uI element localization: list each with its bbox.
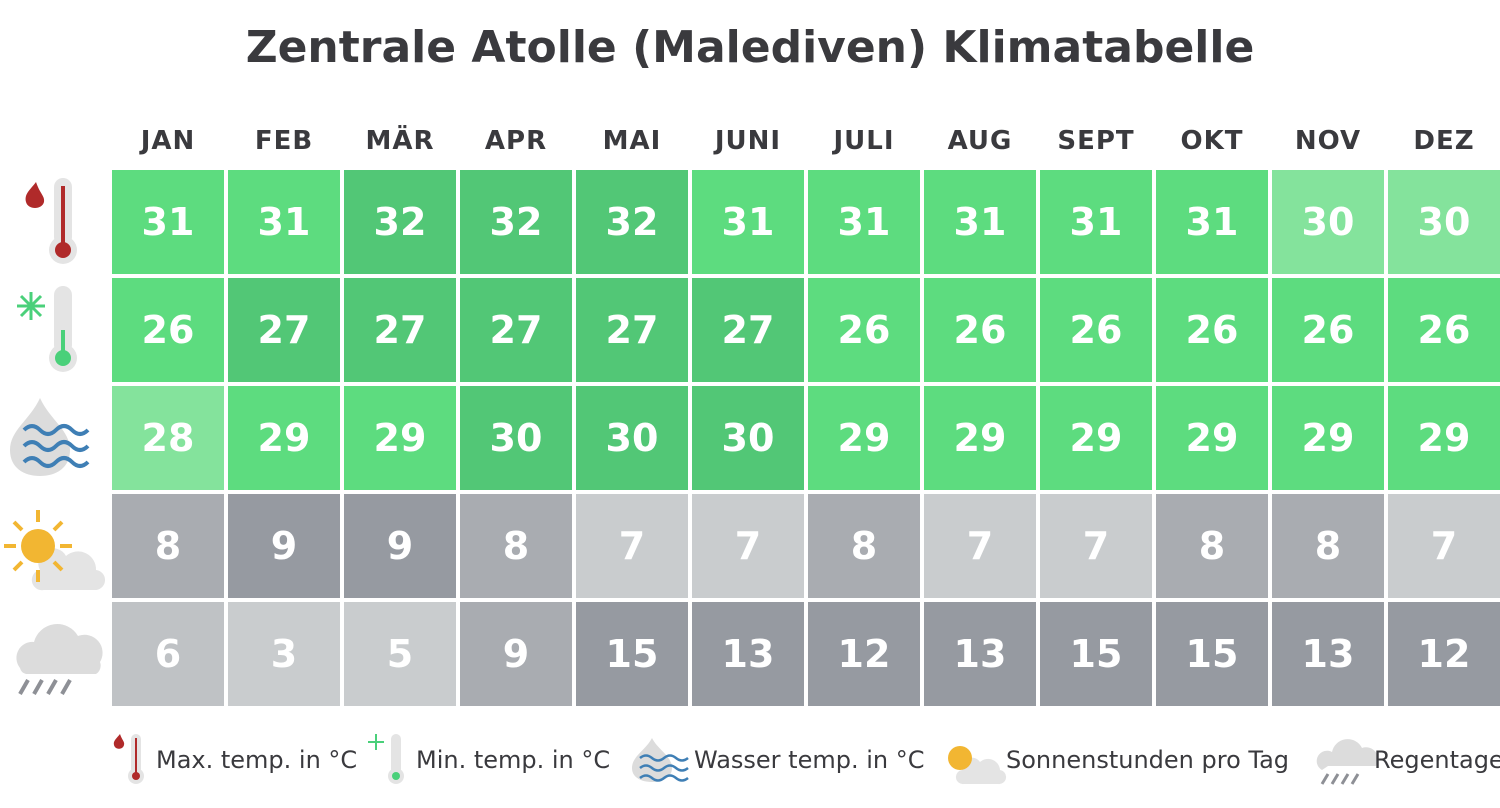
table-cell: 9	[344, 494, 456, 598]
table-cell: 7	[576, 494, 688, 598]
table-cell: 28	[112, 386, 224, 490]
table-cell: 27	[576, 278, 688, 382]
table-cell: 8	[460, 494, 572, 598]
table-cell: 31	[1156, 170, 1268, 274]
table-cell: 7	[1040, 494, 1152, 598]
table-cell: 26	[1156, 278, 1268, 382]
table-cell: 27	[460, 278, 572, 382]
column-header: FEB	[254, 126, 314, 156]
table-cell: 26	[924, 278, 1036, 382]
table-cell: 26	[1272, 278, 1384, 382]
table-cell: 29	[924, 386, 1036, 490]
table-cell: 12	[1388, 602, 1500, 706]
table-cell: 32	[460, 170, 572, 274]
column-header: APR	[484, 126, 548, 156]
table-cell: 13	[692, 602, 804, 706]
column-header: SEPT	[1057, 126, 1135, 156]
table-cell: 8	[1272, 494, 1384, 598]
max-temp-icon	[25, 178, 77, 264]
table-cell: 30	[1388, 170, 1500, 274]
table-cell: 7	[1388, 494, 1500, 598]
sun-icon	[4, 510, 106, 591]
table-cell: 31	[808, 170, 920, 274]
table-cell: 3	[228, 602, 340, 706]
table-cell: 15	[576, 602, 688, 706]
legend-label: Wasser temp. in °C	[694, 746, 925, 774]
table-cell: 27	[228, 278, 340, 382]
table-cell: 15	[1040, 602, 1152, 706]
table-cell: 26	[112, 278, 224, 382]
table-cell: 31	[112, 170, 224, 274]
legend-label: Max. temp. in °C	[156, 746, 358, 774]
table-cell: 8	[112, 494, 224, 598]
table-cell: 12	[808, 602, 920, 706]
column-header: MÄR	[365, 126, 435, 156]
table-cell: 9	[228, 494, 340, 598]
table-cell: 32	[344, 170, 456, 274]
table-cell: 6	[112, 602, 224, 706]
table-cell: 29	[1040, 386, 1152, 490]
table-cell: 30	[576, 386, 688, 490]
column-header: NOV	[1294, 126, 1362, 156]
table-cell: 29	[344, 386, 456, 490]
legend-label: Sonnenstunden pro Tag	[1006, 746, 1290, 774]
table-cell: 5	[344, 602, 456, 706]
table-cell: 26	[1040, 278, 1152, 382]
water-temp-icon	[10, 398, 90, 476]
table-cell: 32	[576, 170, 688, 274]
table-cell: 31	[1040, 170, 1152, 274]
title: Zentrale Atolle (Malediven) Klimatabelle	[245, 22, 1255, 73]
table-cell: 8	[808, 494, 920, 598]
table-cell: 29	[808, 386, 920, 490]
column-header: OKT	[1180, 126, 1244, 156]
table-cell: 31	[692, 170, 804, 274]
table-cell: 27	[692, 278, 804, 382]
table-cell: 27	[344, 278, 456, 382]
table-cell: 31	[228, 170, 340, 274]
table-cell: 7	[924, 494, 1036, 598]
table-cell: 8	[1156, 494, 1268, 598]
table-cell: 31	[924, 170, 1036, 274]
column-header: JULI	[833, 126, 895, 156]
table-cell: 30	[692, 386, 804, 490]
table-cell: 7	[692, 494, 804, 598]
min-temp-icon	[17, 286, 77, 372]
table-cell: 29	[1388, 386, 1500, 490]
table-cell: 30	[1272, 170, 1384, 274]
legend-label: Regentage	[1374, 746, 1500, 774]
table-cell: 15	[1156, 602, 1268, 706]
legend-label: Min. temp. in °C	[416, 746, 611, 774]
column-header: DEZ	[1413, 126, 1475, 156]
rain-icon	[16, 624, 103, 695]
legend-icons	[113, 734, 1379, 785]
column-header: JAN	[140, 126, 196, 156]
table-cell: 13	[924, 602, 1036, 706]
table-cell: 26	[808, 278, 920, 382]
column-header: AUG	[947, 126, 1013, 156]
table-cell: 26	[1388, 278, 1500, 382]
column-header: JUNI	[714, 126, 782, 156]
table-cell: 9	[460, 602, 572, 706]
table-cell: 13	[1272, 602, 1384, 706]
table-cell: 29	[1156, 386, 1268, 490]
table-cell: 29	[1272, 386, 1384, 490]
table-cell: 30	[460, 386, 572, 490]
column-header: MAI	[602, 126, 662, 156]
table-cell: 29	[228, 386, 340, 490]
